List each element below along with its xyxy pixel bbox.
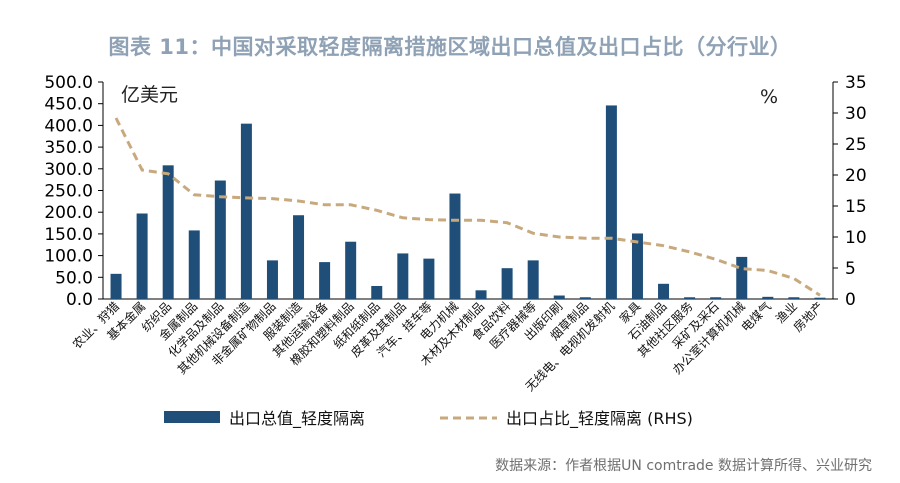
bar-4: [214, 180, 226, 299]
left-tick-label: 500.0: [44, 73, 93, 93]
bar-10: [371, 285, 383, 299]
left-axis-unit: 亿美元: [121, 84, 178, 106]
bar-16: [527, 260, 539, 299]
bar-26: [788, 297, 800, 299]
left-tick-label: 0.0: [66, 290, 93, 310]
left-tick-label: 250.0: [44, 182, 93, 202]
bar-15: [501, 268, 513, 299]
bar-22: [684, 297, 696, 299]
right-tick-label: 15: [845, 197, 867, 217]
category-label: 房地产: [790, 299, 826, 335]
legend-line-label: 出口占比_轻度隔离 (RHS): [506, 409, 693, 429]
bar-24: [736, 256, 748, 299]
bar-0: [110, 273, 122, 299]
bar-9: [345, 241, 357, 299]
category-label: 电煤气: [738, 299, 774, 335]
figure-title: 图表 11：中国对采取轻度隔离措施区域出口总值及出口占比（分行业）: [108, 35, 792, 59]
bar-18: [579, 297, 591, 299]
share-line: [114, 117, 821, 297]
bar-23: [710, 297, 722, 299]
bar-8: [319, 262, 331, 299]
right-axis-unit: %: [760, 86, 778, 108]
bar-6: [266, 260, 278, 299]
right-tick-label: 35: [845, 73, 867, 93]
bar-21: [658, 283, 670, 299]
bar-13: [449, 193, 461, 299]
bar-25: [762, 296, 774, 299]
legend-bar-swatch: [164, 411, 220, 423]
bar-1: [136, 213, 148, 299]
bar-27: [814, 297, 826, 299]
left-tick-label: 400.0: [44, 116, 93, 136]
legend-bar-label: 出口总值_轻度隔离: [229, 409, 365, 429]
bar-19: [605, 105, 617, 299]
left-tick-label: 200.0: [44, 203, 93, 223]
right-tick-label: 10: [845, 228, 867, 248]
bar-7: [293, 215, 305, 299]
right-tick-label: 30: [845, 104, 867, 124]
right-tick-label: 20: [845, 166, 867, 186]
bar-5: [240, 123, 252, 299]
left-tick-label: 50.0: [55, 268, 93, 288]
right-tick-label: 0: [845, 290, 856, 310]
left-tick-label: 450.0: [44, 95, 93, 115]
right-tick-label: 5: [845, 259, 856, 279]
bar-2: [162, 165, 174, 299]
source-note: 数据来源：作者根据UN comtrade 数据计算所得、兴业研究: [495, 458, 872, 474]
bar-20: [631, 233, 643, 299]
left-tick-label: 100.0: [44, 247, 93, 267]
bar-17: [553, 295, 565, 299]
left-tick-label: 300.0: [44, 160, 93, 180]
bar-11: [397, 253, 409, 299]
bar-12: [423, 258, 435, 299]
bar-3: [188, 230, 200, 299]
bar-14: [475, 290, 487, 299]
left-tick-label: 150.0: [44, 225, 93, 245]
right-tick-label: 25: [845, 135, 867, 155]
left-tick-label: 350.0: [44, 138, 93, 158]
